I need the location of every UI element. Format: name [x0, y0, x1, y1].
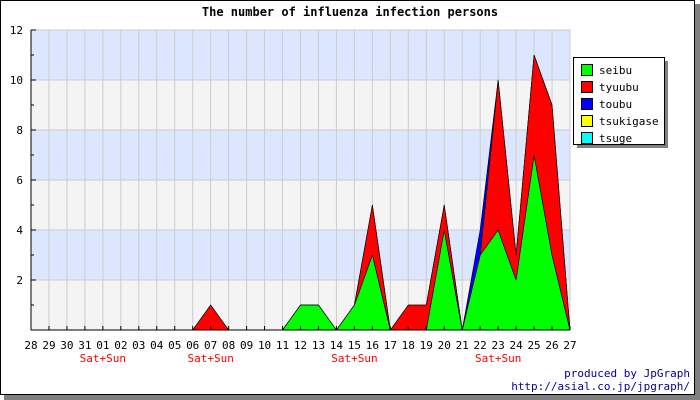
x-tick-label: 02 [114, 339, 127, 352]
x-tick-label: 21 [456, 339, 469, 352]
x-tick-label: 17 [384, 339, 397, 352]
x-tick-label: 22 [474, 339, 487, 352]
y-tick-label: 8 [16, 124, 23, 137]
x-tick-label: 04 [150, 339, 164, 352]
x-tick-label: 01 [96, 339, 109, 352]
y-tick-label: 10 [10, 74, 23, 87]
footer-url: http://asial.co.jp/jpgraph/ [511, 380, 690, 393]
x-tick-label: 30 [60, 339, 73, 352]
x-tick-label: 13 [312, 339, 325, 352]
legend-label-tyuubu: tyuubu [599, 81, 639, 94]
legend-swatch-tsuge [581, 132, 593, 144]
axes [30, 29, 571, 331]
x-tick-label: 06 [186, 339, 199, 352]
legend-label-toubu: toubu [599, 98, 632, 111]
legend-label-tsuge: tsuge [599, 132, 632, 145]
y-tick-label: 12 [10, 24, 23, 37]
x-tick-label: 18 [402, 339, 415, 352]
legend: seibu tyuubu toubu tsukigase tsuge [573, 57, 668, 148]
x-tick-label: 16 [366, 339, 379, 352]
x-tick-label: 26 [545, 339, 558, 352]
weekend-label: Sat+Sun [331, 352, 377, 365]
x-tick-label: 19 [420, 339, 433, 352]
legend-swatch-toubu [581, 98, 593, 110]
x-tick-labels: 28 29 30 31 01 02 03 04 05 06 07 08 09 10 11 12 13 14 15 16… [24, 339, 576, 352]
x-tick-label: 07 [204, 339, 217, 352]
x-tick-label: 23 [492, 339, 505, 352]
y-tick-labels: 2 4 6 8 10 12 [10, 24, 24, 287]
x-tick-label: 12 [294, 339, 307, 352]
x-tick-label: 25 [527, 339, 540, 352]
weekend-label: Sat+Sun [80, 352, 126, 365]
legend-swatch-tsukigase [581, 115, 593, 127]
weekend-label: Sat+Sun [475, 352, 521, 365]
weekend-labels: Sat+Sun Sat+Sun Sat+Sun Sat+Sun [80, 352, 522, 365]
legend-label-seibu: seibu [599, 64, 632, 77]
x-tick-label: 15 [348, 339, 361, 352]
x-tick-label: 03 [132, 339, 145, 352]
x-tick-label: 08 [222, 339, 235, 352]
footer-credit: produced by JpGraph [564, 367, 690, 380]
y-tick-label: 2 [16, 274, 23, 287]
legend-label-tsukigase: tsukigase [599, 115, 659, 128]
weekend-label: Sat+Sun [187, 352, 233, 365]
x-tick-label: 14 [330, 339, 344, 352]
x-tick-label: 24 [509, 339, 523, 352]
grid-lines [30, 29, 571, 330]
x-tick-label: 05 [168, 339, 181, 352]
legend-swatch-tyuubu [581, 81, 593, 93]
y-tick-label: 4 [16, 224, 23, 237]
x-tick-label: 09 [240, 339, 253, 352]
x-tick-label: 10 [258, 339, 271, 352]
x-tick-label: 31 [78, 339, 91, 352]
x-tick-label: 11 [276, 339, 289, 352]
chart-title: The number of influenza infection person… [202, 5, 498, 19]
x-tick-label: 27 [563, 339, 576, 352]
x-tick-label: 20 [438, 339, 451, 352]
x-tick-label: 28 [24, 339, 37, 352]
legend-swatch-seibu [581, 64, 593, 76]
x-tick-label: 29 [42, 339, 55, 352]
y-tick-label: 6 [16, 174, 23, 187]
